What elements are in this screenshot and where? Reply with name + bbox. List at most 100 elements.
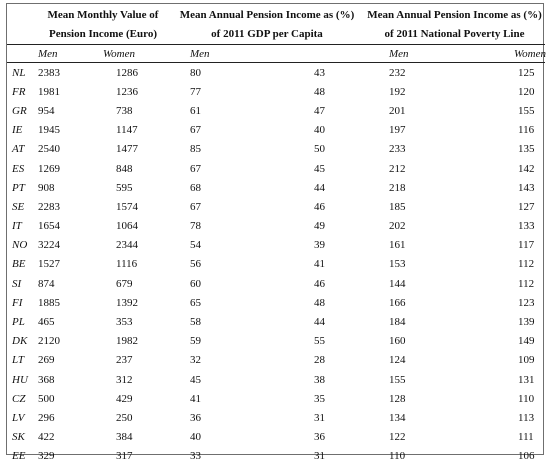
poverty-line-share-women: 111 (518, 431, 534, 444)
country-code: CZ (12, 392, 26, 405)
poverty-line-share-men: 161 (389, 239, 406, 252)
monthly-value-men: 1527 (38, 258, 60, 271)
poverty-line-share-men: 122 (389, 431, 406, 444)
country-code: IT (12, 220, 22, 233)
monthly-value-women: 738 (116, 104, 133, 117)
table-row: NL 2383 1286 80 43 232 125 (7, 63, 545, 83)
monthly-value-men: 3224 (38, 239, 60, 252)
poverty-line-share-women: 117 (518, 239, 535, 252)
table-row: CZ 500 429 41 35 128 110 (7, 389, 545, 408)
monthly-value-women: 679 (116, 277, 133, 290)
monthly-value-women: 250 (116, 411, 133, 424)
gdp-share-women: 48 (314, 85, 325, 98)
monthly-value-men: 874 (38, 277, 55, 290)
monthly-value-men: 269 (38, 354, 55, 367)
gdp-share-women: 43 (314, 66, 325, 79)
subheader-men: Men (364, 44, 436, 63)
poverty-line-share-men: 144 (389, 277, 406, 290)
monthly-value-women: 1477 (116, 143, 138, 156)
subheader-women: Women (436, 44, 546, 63)
country-code: SI (12, 277, 22, 290)
monthly-value-women: 2344 (116, 239, 138, 252)
gdp-share-men: 40 (190, 431, 201, 444)
monthly-value-men: 368 (38, 373, 55, 386)
gdp-share-women: 31 (314, 450, 325, 463)
monthly-value-women: 317 (116, 450, 133, 463)
poverty-line-share-women: 106 (518, 450, 535, 463)
table-row: GR 954 738 61 47 201 155 (7, 101, 545, 120)
gdp-share-women: 44 (314, 316, 325, 329)
poverty-line-share-women: 123 (518, 296, 535, 309)
monthly-value-women: 1982 (116, 335, 138, 348)
gdp-share-women: 31 (314, 411, 325, 424)
country-code: DK (12, 335, 28, 348)
gdp-share-women: 46 (314, 277, 325, 290)
gdp-share-men: 78 (190, 220, 201, 233)
country-code: AT (12, 143, 25, 156)
gdp-share-women: 47 (314, 104, 325, 117)
country-code: EE (12, 450, 26, 463)
gdp-share-women: 38 (314, 373, 325, 386)
poverty-line-share-women: 131 (518, 373, 535, 386)
gdp-share-women: 40 (314, 124, 325, 137)
gdp-share-women: 28 (314, 354, 325, 367)
monthly-value-men: 329 (38, 450, 55, 463)
gdp-share-women: 49 (314, 220, 325, 233)
country-code: FI (12, 296, 23, 309)
monthly-value-men: 296 (38, 411, 55, 424)
pension-table-frame: Mean Monthly Value of Pension Income (Eu… (6, 3, 546, 462)
monthly-value-women: 1286 (116, 66, 138, 79)
gdp-share-men: 61 (190, 104, 201, 117)
poverty-line-share-men: 166 (389, 296, 406, 309)
poverty-line-share-men: 153 (389, 258, 406, 271)
table-row: SE 2283 1574 67 46 185 127 (7, 197, 545, 216)
group-header-poverty-line-share-line2: of 2011 National Poverty Line (384, 28, 525, 40)
gdp-share-men: 68 (190, 181, 201, 194)
poverty-line-share-men: 155 (389, 373, 406, 386)
poverty-line-share-men: 184 (389, 316, 406, 329)
monthly-value-men: 2540 (38, 143, 60, 156)
subheader-blank (246, 44, 364, 63)
country-code: GR (12, 104, 27, 117)
table-row: NO 3224 2344 54 39 161 117 (7, 236, 545, 255)
table-row: SI 874 679 60 46 144 112 (7, 274, 545, 293)
gdp-share-men: 80 (190, 66, 201, 79)
monthly-value-women: 237 (116, 354, 133, 367)
poverty-line-share-men: 110 (389, 450, 406, 463)
monthly-value-women: 1574 (116, 200, 138, 213)
country-code: SE (12, 200, 25, 213)
poverty-line-share-women: 113 (518, 411, 535, 424)
poverty-line-share-men: 185 (389, 200, 406, 213)
monthly-value-women: 353 (116, 316, 133, 329)
gdp-share-men: 41 (190, 392, 201, 405)
poverty-line-share-women: 112 (518, 258, 535, 271)
country-code: IE (12, 124, 23, 137)
poverty-line-share-women: 135 (518, 143, 535, 156)
country-code: LV (12, 411, 25, 424)
country-code: NO (12, 239, 28, 252)
group-header-poverty-line-share-line1: Mean Annual Pension Income as (%) (367, 9, 542, 21)
gdp-share-men: 65 (190, 296, 201, 309)
monthly-value-women: 312 (116, 373, 133, 386)
poverty-line-share-men: 232 (389, 66, 406, 79)
poverty-line-share-women: 139 (518, 316, 535, 329)
monthly-value-men: 2120 (38, 335, 60, 348)
group-header-poverty-line-share: Mean Annual Pension Income as (%) of 201… (364, 4, 545, 45)
table-row: AT 2540 1477 85 50 233 135 (7, 140, 545, 159)
country-code: LT (12, 354, 25, 367)
gdp-share-men: 77 (190, 85, 201, 98)
corner-cell (7, 4, 36, 45)
gdp-share-women: 41 (314, 258, 325, 271)
country-code: BE (12, 258, 26, 271)
poverty-line-share-men: 201 (389, 104, 406, 117)
poverty-line-share-men: 197 (389, 124, 406, 137)
gdp-share-men: 67 (190, 124, 201, 137)
gdp-share-women: 36 (314, 431, 325, 444)
gdp-share-women: 50 (314, 143, 325, 156)
table-row: IT 1654 1064 78 49 202 133 (7, 217, 545, 236)
monthly-value-men: 1654 (38, 220, 60, 233)
country-code: PL (12, 316, 25, 329)
monthly-value-women: 848 (116, 162, 133, 175)
gdp-share-women: 45 (314, 162, 325, 175)
gdp-share-men: 45 (190, 373, 201, 386)
